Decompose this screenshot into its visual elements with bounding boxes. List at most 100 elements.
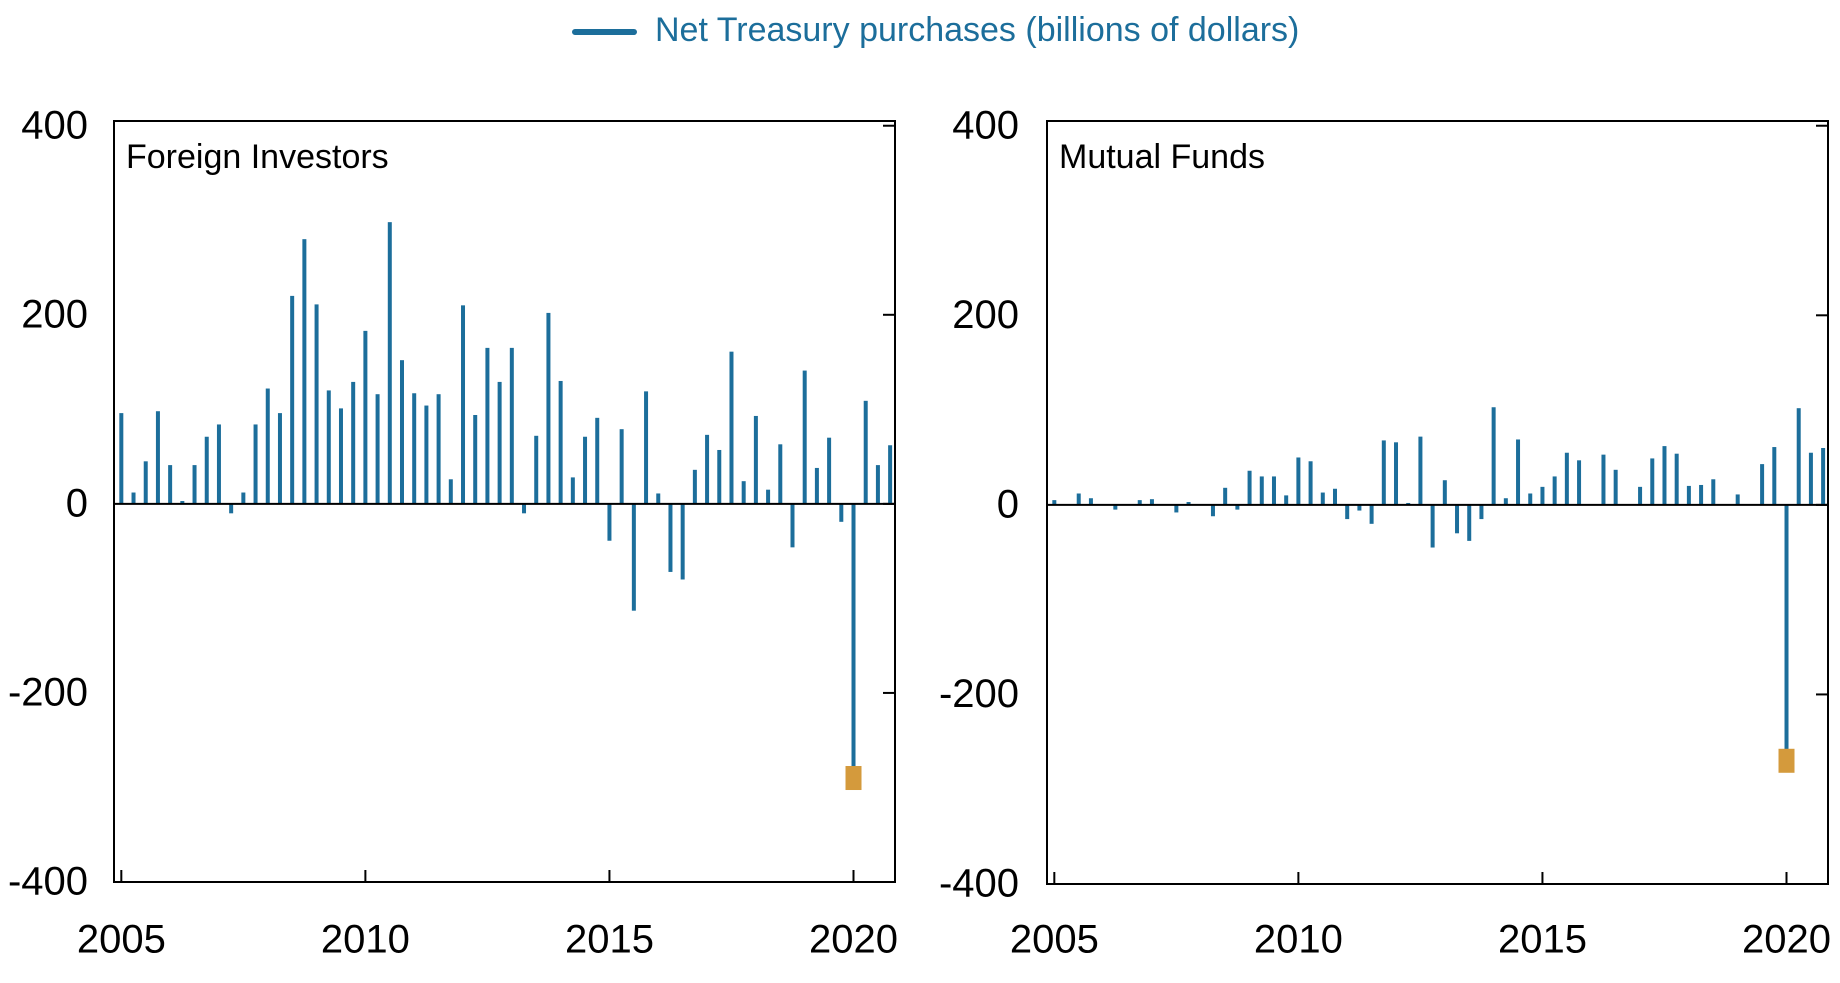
x-tick-label: 2005 (1010, 918, 1099, 962)
bar (692, 469, 697, 504)
bar (583, 436, 588, 504)
bar (1564, 452, 1569, 505)
bar (875, 465, 880, 504)
bar (1796, 408, 1801, 505)
bar (1247, 470, 1252, 505)
bar (888, 445, 893, 504)
bar (351, 381, 356, 504)
x-tick-label: 2020 (809, 918, 898, 962)
bar (119, 413, 124, 504)
bar (424, 405, 429, 504)
bar (619, 429, 624, 504)
bar (131, 492, 136, 504)
bar (192, 465, 197, 504)
bar (814, 467, 819, 504)
y-tick-label: -200 (8, 670, 88, 714)
bar (1223, 487, 1228, 505)
bar (338, 408, 343, 504)
bar (839, 503, 844, 522)
bar (1308, 461, 1313, 505)
bar (277, 413, 282, 504)
bar (326, 390, 331, 504)
bar (851, 503, 856, 779)
bar (790, 503, 795, 548)
x-tick-label: 2010 (1254, 918, 1343, 962)
bar (656, 493, 661, 504)
bar (1821, 448, 1826, 505)
bar (461, 305, 466, 504)
bar (509, 347, 514, 504)
bar (1394, 442, 1399, 505)
bar (1613, 469, 1618, 505)
panel-title: Mutual Funds (1059, 138, 1265, 176)
bar (241, 492, 246, 504)
bar (802, 370, 807, 504)
bar (729, 351, 734, 504)
bar (412, 393, 417, 504)
bar (1259, 476, 1264, 505)
plot-frame (113, 120, 896, 883)
bar (1332, 488, 1337, 505)
bar (1760, 464, 1765, 505)
bar (290, 295, 295, 504)
bar (1186, 502, 1191, 505)
bar (1540, 486, 1545, 505)
y-tick-label: 400 (952, 103, 1019, 147)
bar (1784, 504, 1789, 761)
bar (1345, 504, 1350, 520)
y-tick-label: 0 (997, 482, 1019, 526)
plot-frame (1046, 120, 1829, 885)
y-tick-label: -200 (939, 672, 1019, 716)
panel-title: Foreign Investors (126, 138, 389, 176)
bar (485, 347, 490, 504)
bar (155, 411, 160, 504)
x-tick-label: 2015 (565, 918, 654, 962)
bar (497, 381, 502, 504)
bar (180, 501, 185, 504)
bar (1662, 446, 1667, 505)
bar (1235, 504, 1240, 510)
bar (1455, 504, 1460, 534)
bar (1503, 498, 1508, 505)
bar (778, 444, 783, 504)
bar (216, 424, 221, 504)
bar (1369, 504, 1374, 524)
bar (1711, 479, 1716, 505)
y-tick-label: 200 (952, 293, 1019, 337)
bar (1686, 485, 1691, 505)
bar (1735, 494, 1740, 505)
y-tick-label: 200 (21, 292, 88, 336)
bar (1296, 457, 1301, 505)
y-tick-label: -400 (8, 860, 88, 904)
bar (570, 477, 575, 504)
bar (1479, 504, 1484, 520)
bar (1638, 486, 1643, 505)
bar (1320, 492, 1325, 505)
bar (705, 434, 710, 504)
x-tick-label: 2005 (77, 918, 166, 962)
bar (1174, 504, 1179, 513)
bar (1284, 495, 1289, 505)
bar (1271, 476, 1276, 505)
bar (229, 503, 234, 514)
bar (1210, 504, 1215, 517)
bar (1137, 500, 1142, 505)
bar (1601, 454, 1606, 505)
bar (204, 436, 209, 504)
bar (1052, 500, 1057, 505)
bar (607, 503, 612, 541)
bar (680, 503, 685, 580)
bar (717, 449, 722, 504)
bar (1430, 504, 1435, 548)
x-tick-label: 2020 (1742, 918, 1831, 962)
bar (1442, 480, 1447, 505)
bar (1772, 447, 1777, 505)
bar (1149, 499, 1154, 505)
bar (1491, 407, 1496, 505)
bar (1357, 504, 1362, 511)
bar (448, 479, 453, 504)
bar (1418, 436, 1423, 505)
bar (766, 489, 771, 504)
bar (1076, 493, 1081, 505)
